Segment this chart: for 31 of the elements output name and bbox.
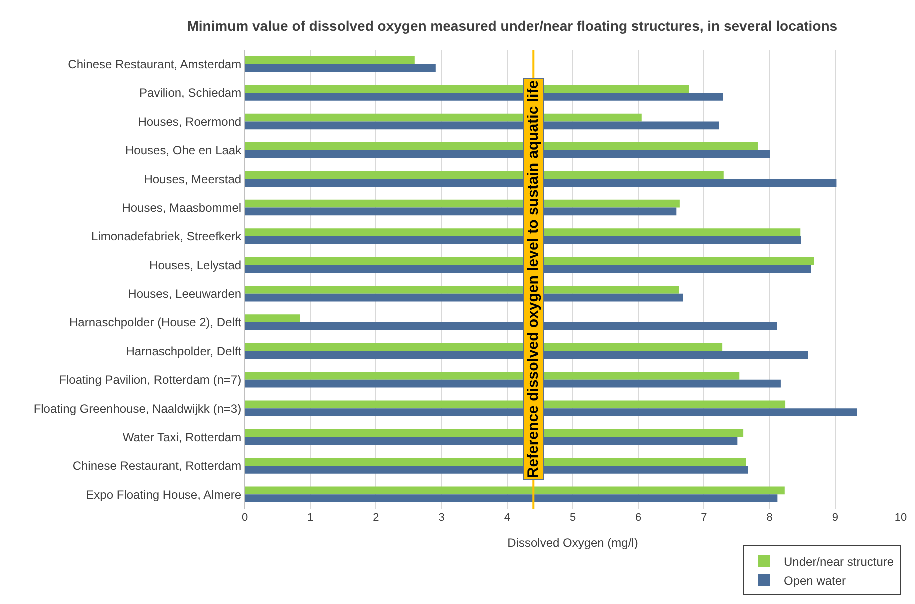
y-tick-label: Houses, Leeuwarden bbox=[128, 287, 242, 302]
legend-label: Open water bbox=[784, 574, 846, 588]
y-tick-label: Chinese Restaurant, Amsterdam bbox=[68, 58, 242, 72]
y-tick-label: Houses, Lelystad bbox=[150, 258, 242, 272]
x-tick-label: 1 bbox=[308, 512, 314, 524]
x-tick-label: 4 bbox=[504, 512, 510, 524]
x-tick-label: 9 bbox=[832, 512, 838, 524]
x-tick-label: 8 bbox=[766, 512, 773, 524]
y-tick-label: Harnaschpolder (House 2), Delft bbox=[70, 316, 242, 330]
x-tick-label: 6 bbox=[636, 512, 642, 524]
y-tick-label: Floating Greenhouse, Naaldwijkk (n=3) bbox=[34, 402, 242, 416]
y-tick-label: Expo Floating House, Almere bbox=[86, 488, 242, 502]
x-tick-label: 0 bbox=[242, 512, 248, 524]
x-tick-label: 2 bbox=[373, 512, 380, 524]
legend-label: Under/near structure bbox=[784, 554, 894, 569]
y-tick-label: Floating Pavilion, Rotterdam (n=7) bbox=[59, 373, 242, 388]
chart-title: Minimum value of dissolved oxygen measured under/near floating structures, in several locations bbox=[187, 18, 838, 34]
y-tick-label: Houses, Maasbommel bbox=[122, 200, 242, 215]
y-tick-label: Houses, Ohe en Laak bbox=[126, 144, 243, 158]
y-tick-label: Water Taxi, Rotterdam bbox=[122, 430, 242, 444]
y-tick-label: Houses, Roermond bbox=[138, 114, 242, 129]
y-tick-label: Houses, Meerstad bbox=[144, 172, 242, 186]
y-tick-label: Chinese Restaurant, Rotterdam bbox=[72, 459, 242, 474]
x-tick-label: 10 bbox=[894, 512, 908, 524]
y-tick-label: Harnaschpolder, Delft bbox=[126, 344, 242, 358]
y-tick-label: Limonadefabriek, Streefkerk bbox=[92, 230, 243, 244]
x-axis-title: Dissolved Oxygen (mg/l) bbox=[508, 536, 638, 550]
x-tick-label: 3 bbox=[438, 512, 445, 524]
x-tick-label: 7 bbox=[701, 512, 708, 524]
y-tick-label: Pavilion, Schiedam bbox=[140, 86, 242, 100]
x-tick-label: 5 bbox=[570, 512, 576, 524]
